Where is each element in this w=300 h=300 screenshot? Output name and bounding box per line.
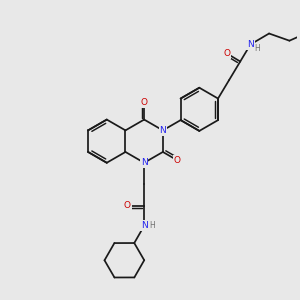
Text: H: H [149,221,155,230]
Text: N: N [247,40,254,49]
Text: O: O [141,98,148,107]
Text: N: N [141,158,148,167]
Text: O: O [223,49,230,58]
Text: O: O [174,156,181,165]
Text: N: N [160,126,166,135]
Text: H: H [254,44,260,53]
Text: O: O [124,201,131,210]
Text: N: N [141,221,148,230]
